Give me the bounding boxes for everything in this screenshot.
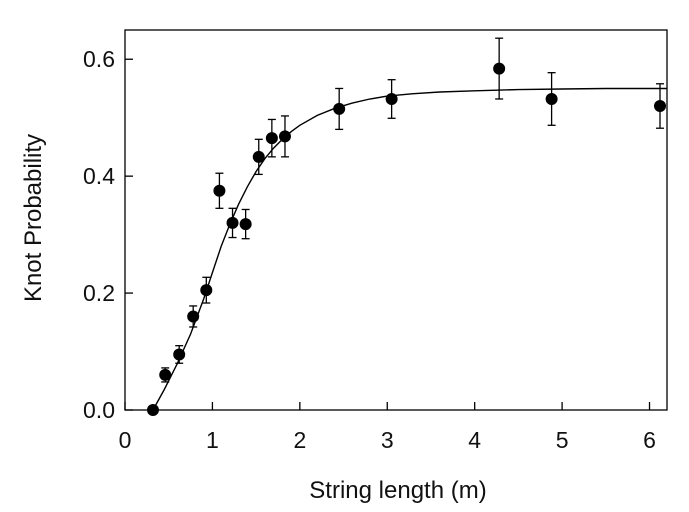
data-point <box>278 130 291 143</box>
data-point <box>146 404 159 416</box>
data-point <box>385 92 398 105</box>
fit-curve-group <box>152 87 667 411</box>
y-tick-label: 0.4 <box>83 163 115 189</box>
x-tick-label: 3 <box>381 427 394 453</box>
data-point <box>545 92 558 105</box>
data-point <box>187 310 200 323</box>
x-tick-label: 5 <box>556 427 569 453</box>
data-point <box>200 284 213 297</box>
data-point <box>213 184 226 197</box>
x-tick-label: 4 <box>468 427 481 453</box>
data-point <box>265 132 278 145</box>
data-point <box>654 100 667 112</box>
fit-curve <box>152 87 667 411</box>
y-tick-label: 0.6 <box>83 46 115 72</box>
data-points-group <box>146 37 667 416</box>
axes: 0 1 2 3 4 5 6 0.0 0.2 0.4 0.6 <box>83 29 668 453</box>
data-point <box>493 62 506 75</box>
x-axis-label: String length (m) <box>309 477 486 504</box>
data-point <box>333 102 346 115</box>
y-tick-label: 0.0 <box>83 397 115 423</box>
y-tick-label: 0.2 <box>83 280 115 306</box>
data-point <box>252 150 265 163</box>
y-axis-label: Knot Probability <box>20 134 47 302</box>
x-tick-label: 2 <box>293 427 306 453</box>
data-point <box>159 368 172 381</box>
data-point <box>239 218 252 231</box>
data-point <box>173 348 186 361</box>
x-tick-label: 6 <box>643 427 656 453</box>
plot-frame <box>124 29 668 411</box>
data-point <box>226 216 239 229</box>
x-tick-label: 1 <box>206 427 219 453</box>
x-tick-label: 0 <box>119 427 132 453</box>
